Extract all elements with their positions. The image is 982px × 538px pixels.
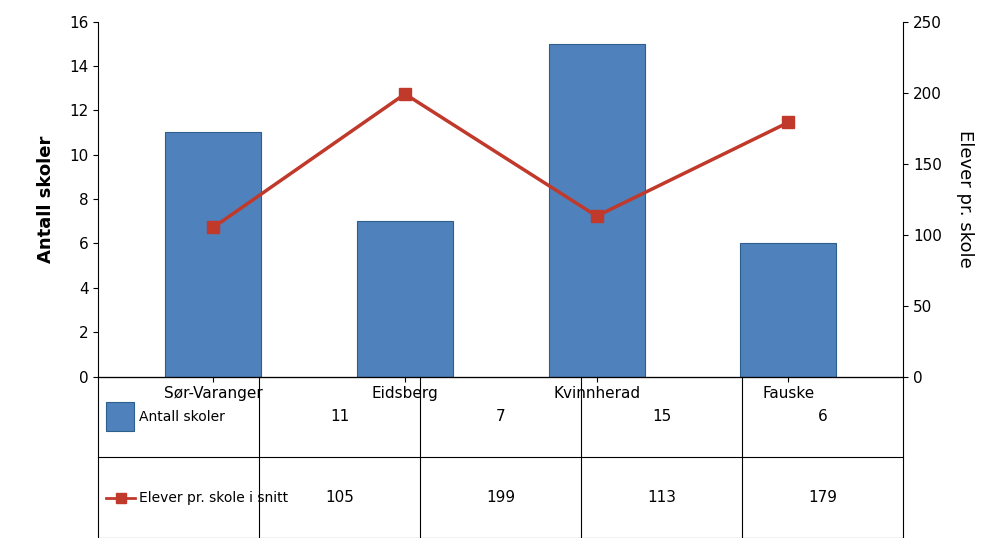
Y-axis label: Elever pr. skole: Elever pr. skole [955,130,974,268]
Text: Elever pr. skole i snitt: Elever pr. skole i snitt [139,491,289,505]
Text: 199: 199 [486,490,516,505]
Text: 7: 7 [496,409,506,424]
Text: Antall skoler: Antall skoler [139,410,225,424]
Text: 11: 11 [330,409,350,424]
Bar [549,44,644,377]
Bar [357,221,453,377]
Text: 105: 105 [325,490,355,505]
Y-axis label: Antall skoler: Antall skoler [37,136,55,263]
Text: 179: 179 [808,490,838,505]
Text: 6: 6 [818,409,828,424]
Text: 113: 113 [647,490,677,505]
Bar [165,132,261,377]
FancyBboxPatch shape [106,402,134,431]
Text: 15: 15 [652,409,672,424]
Bar [740,243,837,377]
